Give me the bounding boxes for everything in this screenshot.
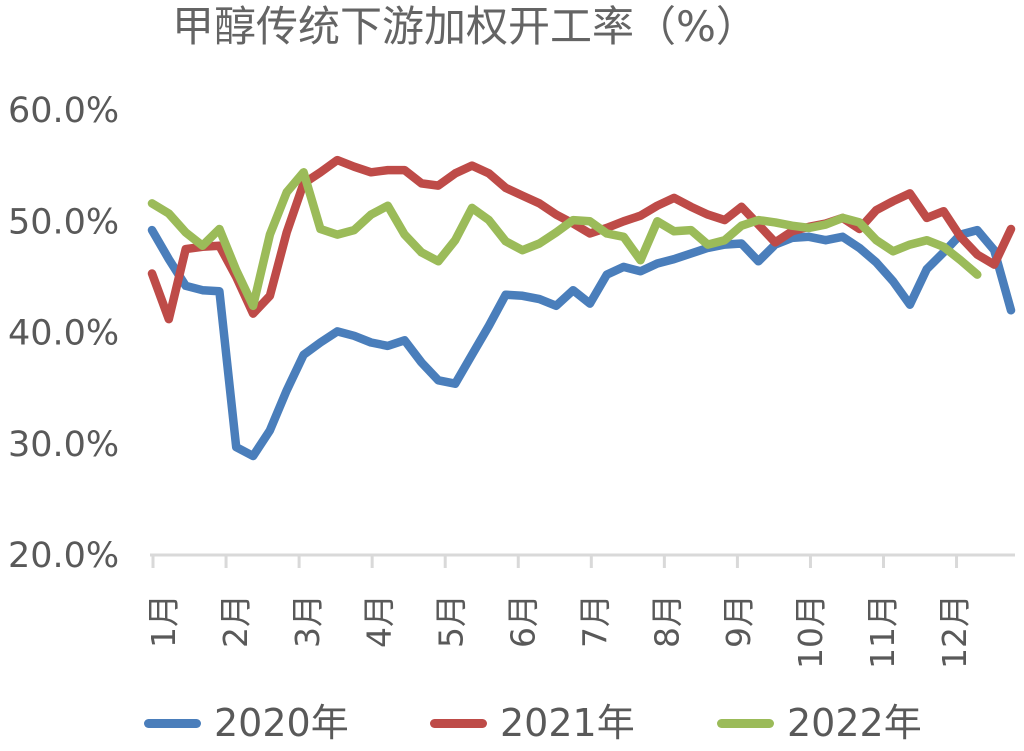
legend-swatch	[144, 718, 201, 728]
y-axis-label: 60.0%	[8, 91, 119, 131]
series-line-2021年	[147, 155, 1016, 324]
series-line-2022年	[147, 168, 982, 311]
chart-title: 甲醇传统下游加权开工率（%）	[172, 2, 758, 51]
legend-item-2022年: 2022年	[717, 698, 922, 748]
x-axis-label: 7月	[575, 594, 614, 648]
legend-item-2020年: 2020年	[144, 698, 349, 748]
y-axis-label: 40.0%	[8, 314, 119, 354]
series-line-2020年	[147, 225, 1016, 461]
legend-swatch	[717, 718, 774, 728]
x-axis-label: 3月	[288, 594, 327, 648]
x-axis-label: 1月	[144, 594, 183, 648]
y-axis-label: 30.0%	[8, 425, 119, 465]
legend-label: 2020年	[214, 701, 349, 745]
x-axis-label: 12月	[935, 594, 974, 669]
chart-legend: 2020年 2021年 2022年	[0, 698, 1024, 748]
legend-swatch	[430, 718, 487, 728]
x-axis-label: 2月	[216, 594, 255, 648]
x-axis-label: 8月	[647, 594, 686, 648]
legend-label: 2021年	[500, 701, 635, 745]
x-axis-label: 9月	[719, 594, 758, 648]
legend-label: 2022年	[787, 701, 922, 745]
x-axis-label: 6月	[504, 594, 543, 648]
x-axis-label: 4月	[360, 594, 399, 648]
legend-item-2021年: 2021年	[430, 698, 635, 748]
y-axis-label: 20.0%	[8, 536, 119, 576]
x-axis-label: 10月	[791, 594, 830, 669]
y-axis-label: 50.0%	[8, 202, 119, 242]
x-axis-label: 11月	[863, 594, 902, 669]
x-axis-label: 5月	[432, 594, 471, 648]
